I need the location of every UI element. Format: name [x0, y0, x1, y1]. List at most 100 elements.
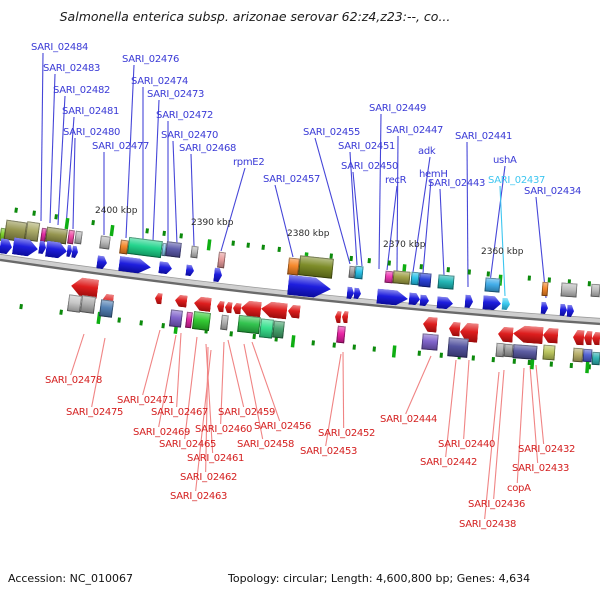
gene-label-reverse[interactable]: SARI_02438	[459, 519, 517, 530]
gene-label-reverse[interactable]: SARI_02436	[468, 499, 526, 510]
gene-feature-reverse[interactable]	[421, 333, 439, 351]
gene-label-reverse[interactable]: SARI_02471	[117, 395, 175, 406]
tick-mark	[332, 342, 336, 348]
gene-label-forward[interactable]: recR	[385, 175, 407, 186]
gene-feature-forward[interactable]	[99, 235, 111, 250]
gene-label-reverse[interactable]: SARI_02440	[438, 439, 496, 450]
gene-label-forward[interactable]: adk	[418, 146, 436, 157]
gene-label-reverse[interactable]: SARI_02475	[66, 407, 124, 418]
gene-label-forward[interactable]: SARI_02483	[43, 63, 101, 74]
gene-label-reverse[interactable]: SARI_02459	[218, 407, 276, 418]
gene-label-reverse[interactable]: SARI_02453	[300, 446, 358, 457]
gene-label-reverse[interactable]: SARI_02462	[180, 472, 238, 483]
leader-line	[195, 349, 212, 492]
gene-feature-forward[interactable]	[190, 245, 199, 259]
gene-feature-forward[interactable]	[437, 274, 455, 290]
leader-line	[190, 153, 195, 247]
leader-line	[484, 371, 500, 520]
tick-mark	[372, 346, 376, 352]
gene-feature-forward[interactable]	[560, 282, 578, 298]
gene-feature-forward[interactable]	[165, 241, 182, 258]
gene-label-forward[interactable]: SARI_02437	[488, 175, 546, 186]
gene-feature-forward[interactable]	[590, 283, 600, 298]
gene-label-reverse[interactable]: SARI_02463	[170, 491, 228, 502]
gene-label-reverse[interactable]: copA	[507, 483, 531, 494]
tick-mark	[530, 357, 535, 370]
gene-label-forward[interactable]: SARI_02447	[386, 125, 444, 136]
gene-label-reverse[interactable]: SARI_02442	[420, 457, 478, 468]
gene-feature-forward[interactable]	[418, 272, 432, 288]
gene-label-forward[interactable]: SARI_02443	[428, 178, 486, 189]
gene-label-reverse[interactable]: SARI_02478	[45, 375, 103, 386]
gene-label-forward[interactable]: SARI_02449	[369, 103, 427, 114]
gene-feature-forward[interactable]	[354, 265, 364, 280]
leader-line	[70, 333, 85, 376]
axis-tick-label: 2390 kbp	[191, 218, 234, 228]
tick-mark	[252, 333, 256, 340]
gene-label-forward[interactable]: SARI_02477	[92, 141, 150, 152]
gene-label-reverse[interactable]: SARI_02452	[318, 428, 376, 439]
tick-mark	[290, 335, 296, 348]
gene-feature-reverse[interactable]	[542, 344, 556, 361]
gene-label-forward[interactable]: SARI_02480	[63, 127, 121, 138]
gene-label-forward[interactable]: SARI_02470	[161, 130, 219, 141]
gene-label-forward[interactable]: SARI_02476	[122, 54, 180, 65]
gene-feature-reverse[interactable]	[447, 337, 469, 358]
gene-label-forward[interactable]: rpmE2	[233, 157, 265, 168]
tick-mark	[54, 214, 58, 220]
gene-label-forward[interactable]: SARI_02455	[303, 127, 361, 138]
gene-label-reverse[interactable]: SARI_02433	[512, 463, 570, 474]
gene-feature-reverse[interactable]	[591, 351, 600, 366]
gene-label-reverse[interactable]: SARI_02467	[151, 407, 209, 418]
leader-line	[91, 337, 106, 408]
gene-label-forward[interactable]: SARI_02481	[62, 106, 120, 117]
gene-feature-forward[interactable]	[484, 277, 501, 293]
gene-label-forward[interactable]: SARI_02474	[131, 76, 189, 87]
gene-feature-reverse[interactable]	[169, 309, 183, 328]
gene-feature-reverse[interactable]	[272, 320, 285, 339]
gene-label-reverse[interactable]: SARI_02458	[237, 439, 295, 450]
gene-feature-reverse[interactable]	[336, 325, 346, 344]
gene-label-forward[interactable]: ushA	[493, 155, 517, 166]
gene-label-forward[interactable]: SARI_02482	[53, 85, 111, 96]
gene-feature-forward[interactable]	[541, 281, 549, 297]
gene-label-reverse[interactable]: SARI_02456	[254, 421, 312, 432]
tick-mark	[467, 269, 471, 275]
tick-mark	[549, 361, 553, 367]
gene-label-reverse[interactable]: SARI_02432	[518, 444, 576, 455]
leader-line	[49, 73, 56, 224]
gene-label-forward[interactable]: SARI_02457	[263, 174, 321, 185]
leader-line	[466, 141, 469, 288]
gene-feature-reverse[interactable]	[79, 295, 97, 314]
gene-label-reverse[interactable]: SARI_02460	[195, 424, 253, 435]
gene-label-forward[interactable]: SARI_02473	[147, 89, 205, 100]
leader-line	[352, 171, 363, 267]
gene-label-reverse[interactable]: SARI_02469	[133, 427, 191, 438]
gene-feature-forward[interactable]	[298, 255, 334, 279]
gene-label-forward[interactable]: hemH	[419, 169, 448, 180]
tick-mark	[569, 362, 573, 369]
gene-label-forward[interactable]: SARI_02450	[341, 161, 399, 172]
leader-line	[529, 365, 539, 464]
gene-feature-reverse[interactable]	[98, 299, 115, 318]
tick-mark	[311, 340, 315, 346]
gene-label-forward[interactable]: SARI_02472	[156, 110, 214, 121]
gene-feature-forward[interactable]	[392, 270, 411, 285]
gene-label-forward[interactable]: SARI_02484	[31, 42, 89, 53]
leader-line	[205, 343, 214, 454]
gene-feature-reverse[interactable]	[237, 314, 261, 335]
gene-feature-forward[interactable]	[24, 221, 41, 242]
gene-label-forward[interactable]: SARI_02441	[455, 131, 513, 142]
gene-label-forward[interactable]: SARI_02434	[524, 186, 582, 197]
gene-label-forward[interactable]: SARI_02468	[179, 143, 237, 154]
tick-mark	[91, 219, 95, 226]
gene-label-reverse[interactable]: SARI_02461	[187, 453, 245, 464]
tick-mark	[446, 267, 450, 273]
gene-label-forward[interactable]: SARI_02451	[338, 141, 396, 152]
gene-feature-reverse[interactable]	[512, 344, 538, 360]
gene-label-reverse[interactable]: SARI_02444	[380, 414, 438, 425]
gene-label-reverse[interactable]: SARI_02465	[159, 439, 217, 450]
tick-mark	[527, 275, 531, 281]
gene-feature-reverse[interactable]	[191, 311, 212, 331]
